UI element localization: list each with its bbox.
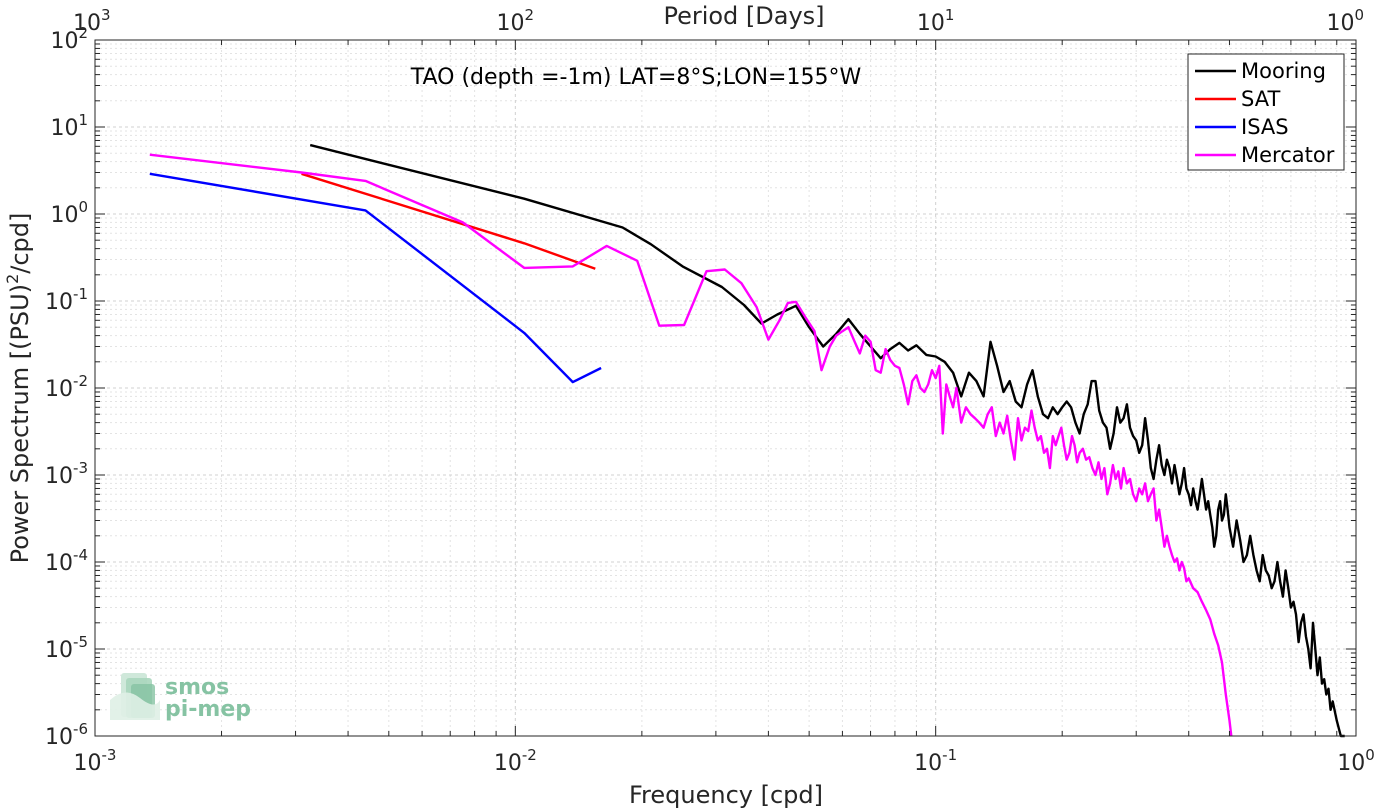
legend-entries: Mooring SAT ISAS Mercator	[1195, 59, 1335, 167]
x-tick-label: 10-3	[74, 746, 117, 776]
logo-text-smos: smos	[165, 675, 229, 700]
top-axis-title: Period [Days]	[663, 2, 824, 30]
logo-text-pimep: pi-mep	[165, 697, 251, 722]
series-line-mercator	[149, 153, 1233, 737]
y-tick-label: 10-5	[45, 633, 88, 663]
y-axis-title-sup: 2	[3, 274, 22, 284]
legend-label-sat: SAT	[1241, 87, 1280, 111]
y-tick-label: 10-4	[45, 546, 88, 576]
y-tick-label: 10-1	[45, 285, 88, 315]
legend: Mooring SAT ISAS Mercator	[1187, 53, 1345, 171]
x-tick-labels: 10-3 10-2 10-1 100	[74, 746, 1375, 776]
series-line-isas	[149, 172, 602, 384]
legend-label-mercator: Mercator	[1241, 143, 1335, 167]
x-tick-label: 100	[1337, 746, 1375, 776]
y-tick-label: 10-2	[45, 372, 88, 402]
y-axis-title: Power Spectrum [(PSU)2/cpd]	[3, 213, 34, 564]
x-tick-label: 10-1	[914, 746, 957, 776]
series-line-mooring	[309, 143, 1345, 738]
y-tick-labels: 102 101 100 10-1 10-2 10-3 10-4 10-5 10-6	[45, 24, 88, 750]
legend-box	[1187, 53, 1345, 171]
y-axis-title-main: Power Spectrum [(PSU)	[6, 284, 34, 563]
logo-mark-icon	[110, 673, 160, 720]
y-tick-label: 101	[50, 111, 88, 141]
y-axis-title-tail: /cpd]	[6, 213, 34, 274]
top-axis-tick-label: 103	[73, 6, 111, 36]
y-tick-label: 102	[50, 24, 88, 54]
top-axis-tick-label: 101	[917, 6, 955, 36]
y-tick-label: 10-3	[45, 459, 88, 489]
y-tick-label: 100	[50, 198, 88, 228]
smos-pimep-logo: smos pi-mep	[110, 673, 251, 722]
x-axis-title: Frequency [cpd]	[629, 781, 823, 809]
legend-label-mooring: Mooring	[1241, 59, 1326, 83]
minor-grid	[95, 40, 1356, 736]
top-axis-tick-labels: 103 102 101 100	[73, 6, 1364, 36]
ticks-layer	[94, 39, 1357, 737]
y-tick-label: 10-6	[45, 720, 88, 750]
chart-title: TAO (depth =-1m) LAT=8°S;LON=155°W	[410, 65, 862, 90]
top-axis-tick-label: 102	[497, 6, 535, 36]
x-tick-label: 10-2	[494, 746, 537, 776]
top-axis-tick-label: 100	[1326, 6, 1364, 36]
legend-label-isas: ISAS	[1241, 115, 1289, 139]
series-layer	[149, 143, 1345, 738]
series-line-sat	[301, 172, 596, 270]
